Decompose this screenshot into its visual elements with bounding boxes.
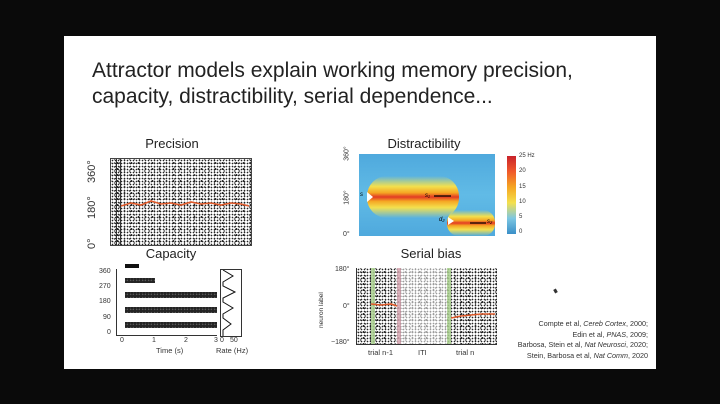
capacity-ytick-0: 0 [107, 329, 111, 336]
response-marker-prev [397, 268, 401, 344]
iti-gap [403, 268, 447, 344]
colorbar [507, 156, 516, 234]
distract-ytick-180: 180° [343, 190, 351, 205]
capacity-ytick-180: 180 [99, 298, 111, 305]
colorbar-tick-15: 15 [519, 184, 526, 190]
cue-offset-line [120, 159, 121, 245]
stimulus-marker-curr [447, 268, 451, 344]
capacity-ytick-90: 90 [103, 314, 111, 321]
raster-band-2 [125, 292, 217, 298]
presentation-slide: Attractor models explain working memory … [64, 36, 656, 369]
reference-3: Barbosa, Stein et al, Nat Neurosci, 2020… [517, 340, 648, 349]
marker-s2: s₂ [487, 219, 493, 225]
serial-xlabel-curr: trial n [456, 348, 475, 357]
capacity-xtick-2: 2 [184, 337, 188, 344]
precision-ytick-0: 0° [86, 238, 98, 249]
serial-bias-label: Serial bias [400, 246, 462, 261]
marker-d2: d₂ [439, 217, 445, 223]
capacity-xtick-3: 3 [214, 337, 218, 344]
distract-ytick-0: 0° [343, 231, 350, 238]
colorbar-tick-25: 25 Hz [519, 153, 535, 159]
precision-ytick-360: 360° [86, 160, 98, 183]
serial-xlabel-prev: trial n-1 [368, 348, 394, 357]
capacity-xtick-1: 1 [152, 337, 156, 344]
reference-1: Compte et al, Cereb Cortex, 2000; [538, 319, 648, 328]
colorbar-tick-10: 10 [519, 199, 526, 205]
rate-tick-0: 0 [220, 337, 224, 344]
serial-ytick-neg180: −180° [331, 339, 350, 346]
serial-ytick-180: 180° [335, 266, 350, 273]
rate-tick-50: 50 [230, 337, 238, 344]
stimulus-bar [125, 264, 139, 268]
references: Compte et al, Cereb Cortex, 2000; Edin e… [518, 319, 648, 361]
colorbar-tick-0: 0 [519, 229, 523, 235]
distractibility-heatmap: s s₁ d₂ s₂ [359, 154, 495, 236]
raster-band-3 [125, 307, 217, 313]
serial-bias-raster [356, 268, 497, 345]
marker-s: s [360, 192, 363, 198]
distractibility-label: Distractibility [387, 136, 461, 151]
heatmap-blobs [367, 176, 495, 236]
capacity-ytick-360: 360 [99, 268, 111, 275]
precision-ytick-180: 180° [86, 196, 98, 219]
colorbar-tick-20: 20 [519, 168, 526, 174]
rate-profile-plot [220, 269, 242, 337]
mouse-pointer [553, 288, 558, 294]
stimulus-marker-prev [371, 268, 375, 344]
reference-4: Stein, Barbosa et al, Nat Comm, 2020 [526, 350, 648, 360]
capacity-xtick-0: 0 [120, 337, 124, 344]
serial-ytick-0: 0° [343, 303, 350, 310]
raster-band-1 [125, 278, 155, 283]
serial-ylabel: neuron label [318, 292, 325, 328]
serial-bias-trace [370, 303, 495, 319]
capacity-ytick-270: 270 [99, 283, 111, 290]
capacity-xlabel: Time (s) [156, 346, 184, 355]
precision-label: Precision [145, 136, 199, 151]
colorbar-tick-5: 5 [519, 214, 523, 220]
capacity-raster-plot [116, 269, 217, 336]
serial-xlabel-iti: ITI [418, 348, 427, 357]
cue-onset-line [116, 159, 117, 245]
distract-ytick-360: 360° [343, 146, 351, 161]
marker-s1: s₁ [425, 193, 430, 199]
reference-2: Edin et al, PNAS, 2009; [572, 329, 648, 339]
rate-profile-curve [222, 270, 237, 336]
precision-raster-plot [110, 158, 252, 246]
slide-title-line-2: capacity, distractibility, serial depend… [92, 85, 493, 108]
slide-title-line-1: Attractor models explain working memory … [92, 59, 573, 82]
precision-bump-trace [120, 200, 250, 207]
rate-label: Rate (Hz) [216, 346, 249, 355]
capacity-label: Capacity [145, 246, 197, 261]
raster-band-4 [125, 322, 217, 328]
